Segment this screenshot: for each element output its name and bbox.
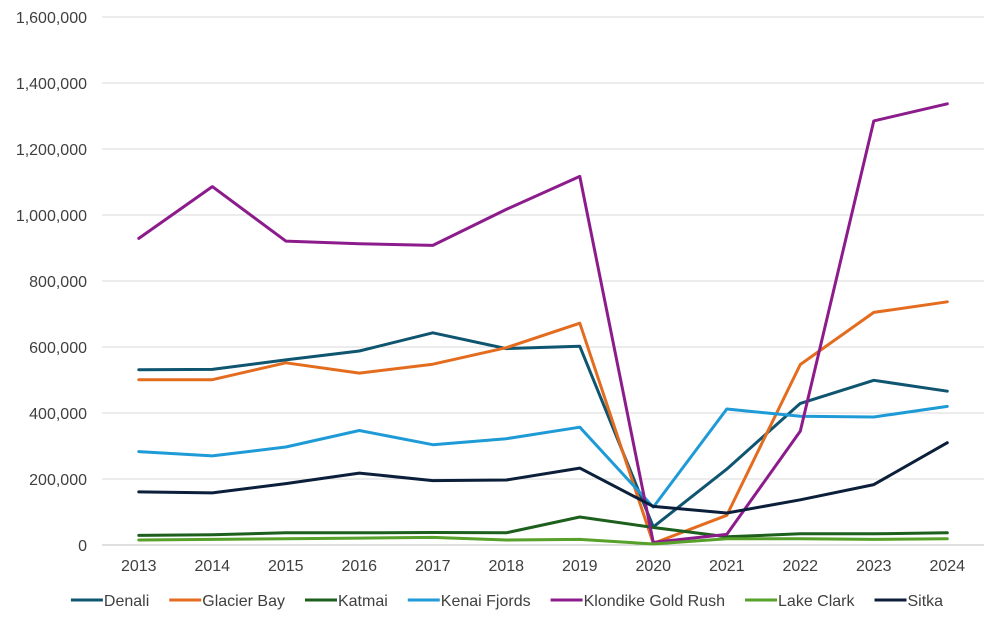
legend-item: Denali — [70, 593, 149, 610]
y-tick-label: 200,000 — [29, 472, 87, 489]
y-tick-label: 600,000 — [29, 340, 87, 357]
series-line-glacier-bay — [137, 300, 949, 545]
gridlines — [102, 16, 984, 480]
series-line-lake-clark — [137, 535, 949, 546]
series-line-denali — [137, 331, 949, 529]
legend-item: Katmai — [304, 593, 388, 610]
legend-label: Klondike Gold Rush — [584, 593, 725, 610]
y-tick-label: 800,000 — [29, 274, 87, 291]
x-tick-label: 2024 — [929, 558, 965, 575]
x-tick-label: 2022 — [782, 558, 818, 575]
x-tick-label: 2017 — [415, 558, 451, 575]
x-tick-label: 2020 — [635, 558, 671, 575]
x-tick-label: 2013 — [121, 558, 157, 575]
x-tick-label: 2014 — [194, 558, 230, 575]
series-line-klondike-gold-rush — [137, 102, 949, 544]
y-tick-label: 1,400,000 — [16, 76, 87, 93]
legend-label: Denali — [104, 593, 149, 610]
axes: 0 200,000 400,000 600,000 800,000 1,000,000 1,… — [16, 10, 984, 575]
legend-item: Glacier Bay — [169, 593, 285, 610]
x-tick-label: 2021 — [709, 558, 745, 575]
x-tick-label: 2018 — [488, 558, 524, 575]
legend-label: Kenai Fjords — [441, 593, 531, 610]
series-line-sitka — [137, 441, 949, 515]
legend: Denali Glacier Bay Katmai Kenai Fjords Klond… — [70, 593, 944, 610]
series-lines — [137, 102, 949, 546]
x-tick-label: 2015 — [268, 558, 304, 575]
legend-label: Lake Clark — [778, 593, 855, 610]
legend-item: Kenai Fjords — [407, 593, 531, 610]
legend-label: Katmai — [338, 593, 388, 610]
legend-item: Lake Clark — [745, 593, 856, 610]
x-tick-label: 2016 — [341, 558, 377, 575]
series-line-katmai — [137, 515, 949, 539]
y-tick-label: 1,600,000 — [16, 10, 87, 27]
legend-label: Sitka — [908, 593, 944, 610]
legend-label: Glacier Bay — [202, 593, 285, 610]
series-line-kenai-fjords — [137, 404, 949, 509]
y-tick-label: 400,000 — [29, 406, 87, 423]
y-tick-label: 0 — [78, 538, 87, 555]
legend-item: Sitka — [874, 593, 944, 610]
y-tick-label: 1,200,000 — [16, 142, 87, 159]
x-tick-label: 2023 — [856, 558, 892, 575]
x-tick-label: 2019 — [562, 558, 598, 575]
legend-item: Klondike Gold Rush — [550, 593, 725, 610]
y-tick-label: 1,000,000 — [16, 208, 87, 225]
